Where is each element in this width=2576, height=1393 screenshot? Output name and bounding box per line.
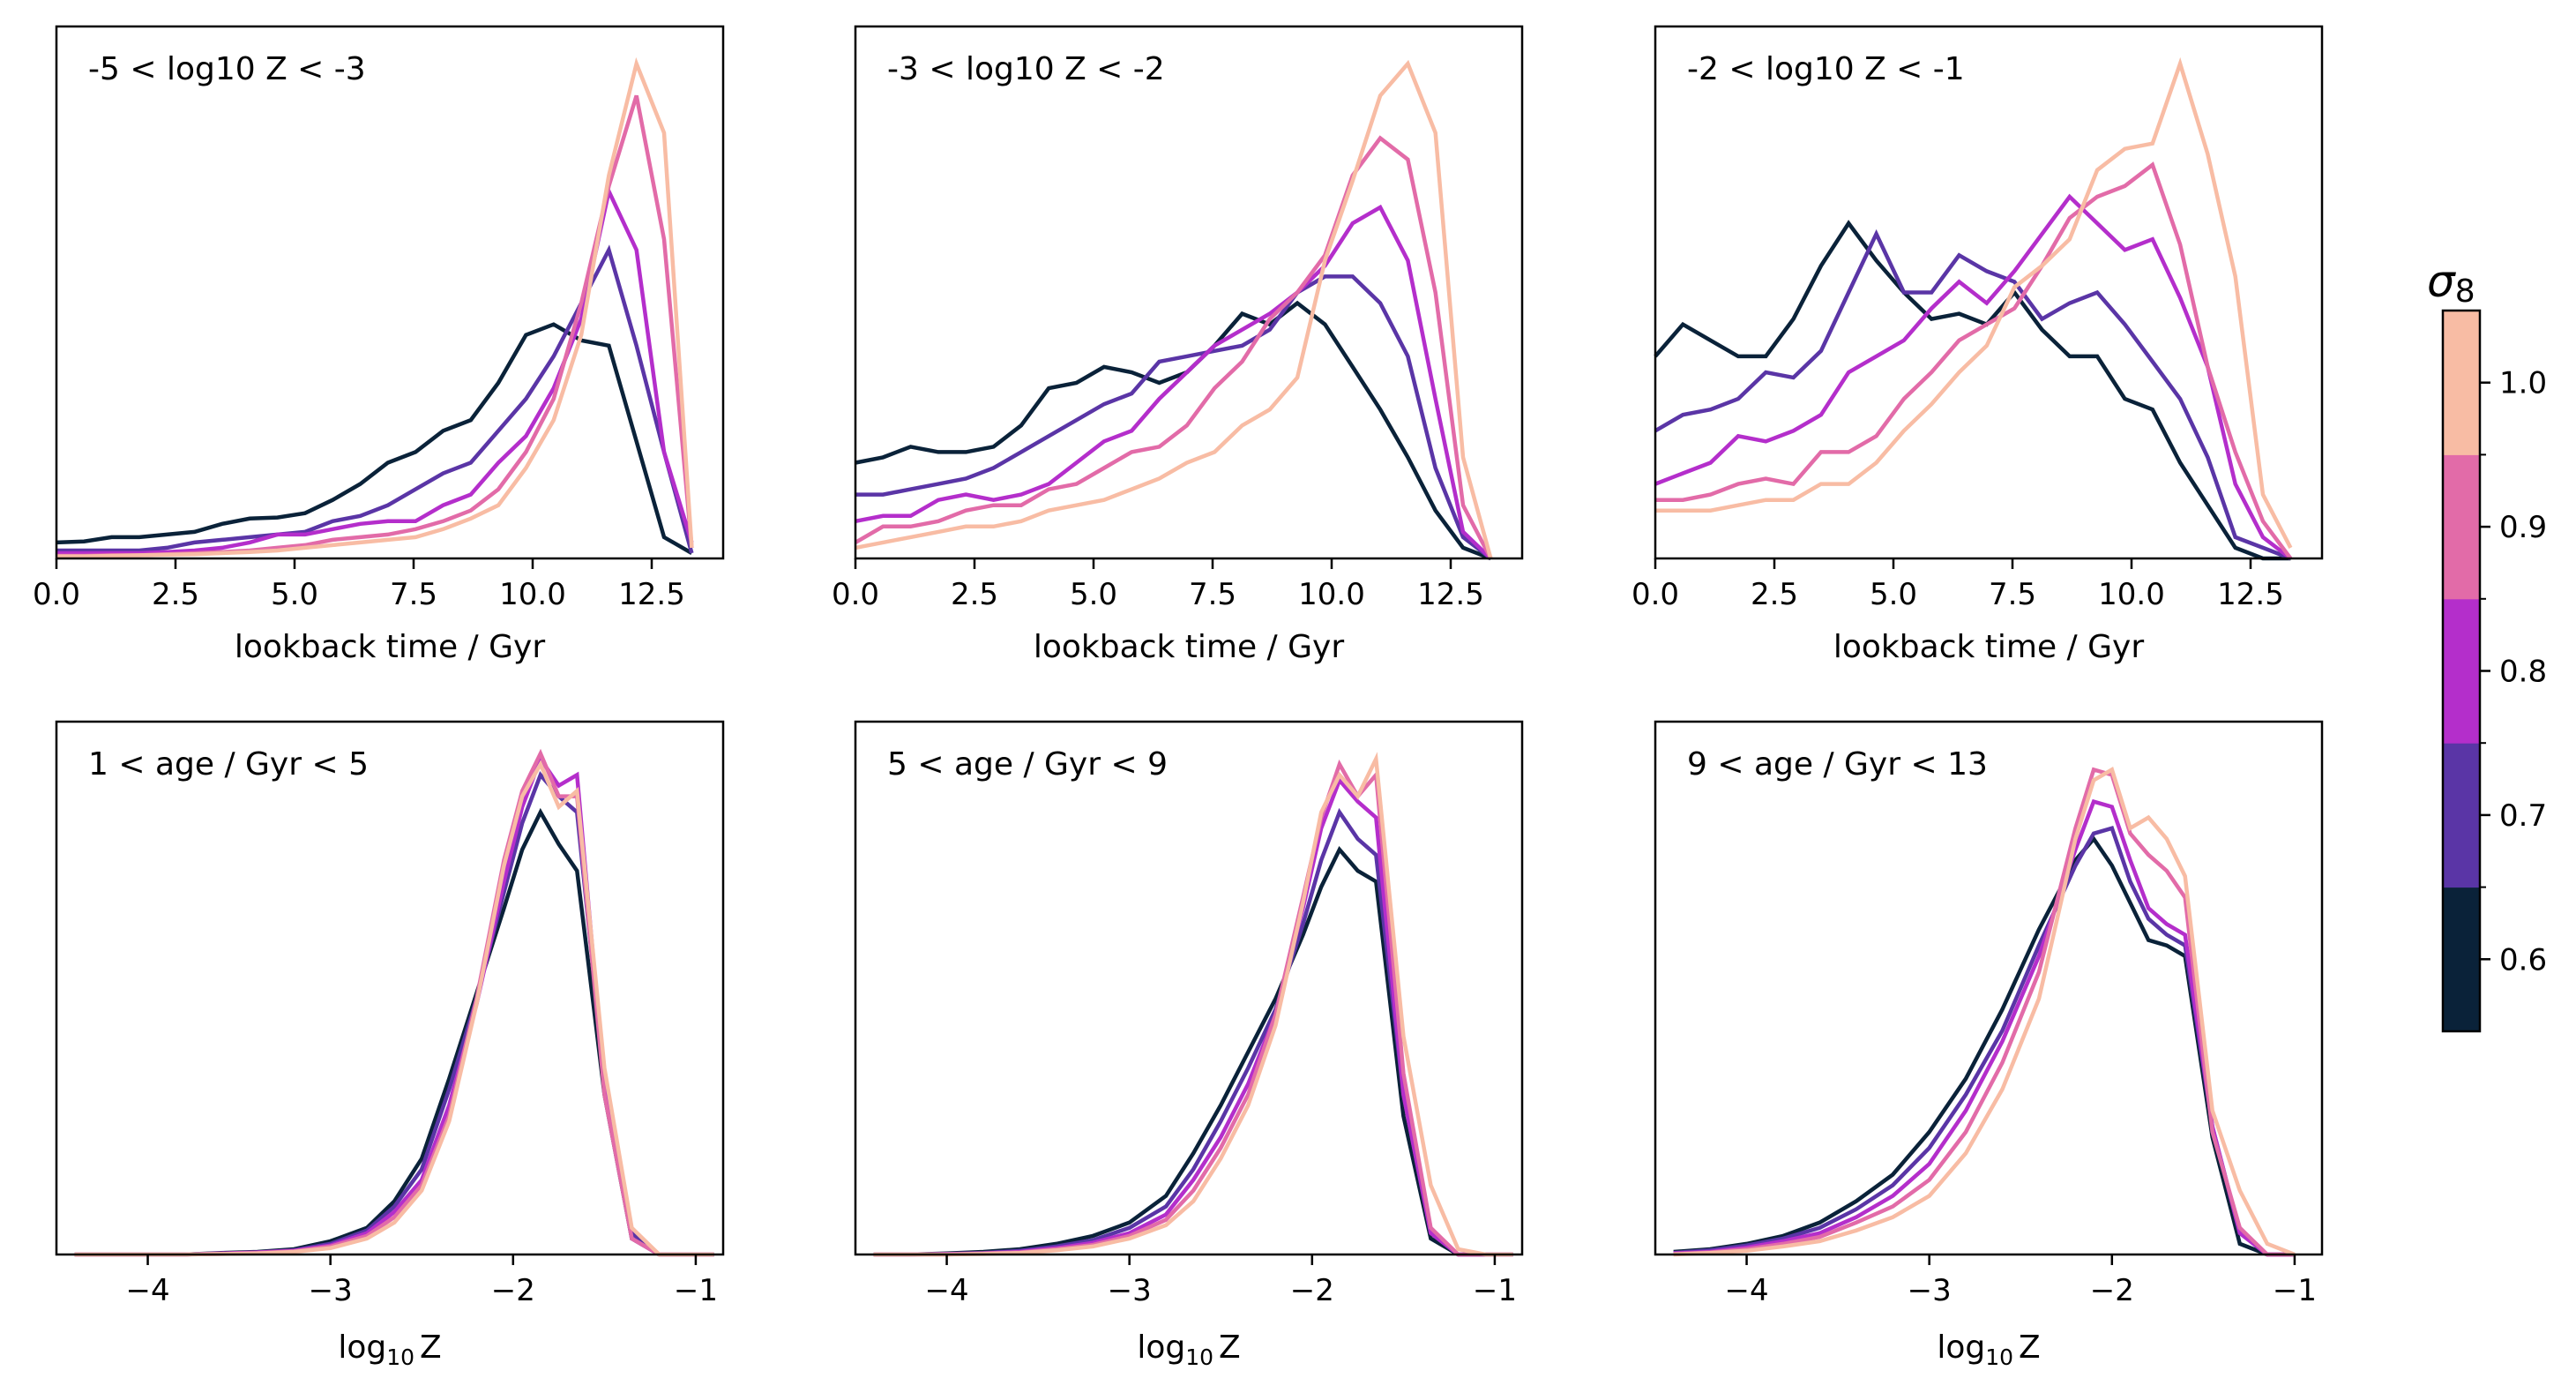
colorbar-tick-label: 0.8 — [2499, 655, 2547, 690]
x-tick-label: 2.5 — [1751, 577, 1798, 612]
x-tick-label: 12.5 — [2217, 577, 2284, 612]
colorbar-segment — [2443, 598, 2480, 744]
panel-bottom-middle: −4 −3 −2 −1 log10 Z 5 < age / Gyr < 9 — [854, 720, 1524, 1370]
x-tick-label: 2.5 — [152, 577, 199, 612]
colorbar-tick-label: 0.6 — [2499, 942, 2547, 977]
colorbar-segment — [2443, 743, 2480, 888]
panel-bottom-right: −4 −3 −2 −1 log10 Z 9 < age / Gyr < 13 — [1654, 720, 2324, 1370]
series-line-sigma8-0.6 — [855, 300, 1492, 561]
x-axis-label: log10 Z — [338, 1329, 441, 1370]
series-line-sigma8-1 — [1655, 56, 2293, 549]
colorbar-label: σ8 — [2427, 256, 2475, 310]
x-axis-label: lookback time / Gyr — [1034, 629, 1344, 665]
series-line-sigma8-1 — [1673, 767, 2296, 1257]
series-line-sigma8-0.9 — [1655, 161, 2293, 560]
panel-bottom-left: −4 −3 −2 −1 log10 Z 1 < age / Gyr < 5 — [55, 720, 725, 1370]
x-tick-label: −1 — [1473, 1273, 1517, 1308]
series-line-sigma8-0.7 — [56, 244, 694, 554]
x-tick-label: −2 — [491, 1273, 535, 1308]
axes-frame — [854, 25, 1524, 560]
x-tick-label: −2 — [2090, 1273, 2134, 1308]
colorbar-segment — [2443, 454, 2480, 600]
x-tick-label: −3 — [1108, 1273, 1152, 1308]
x-tick-label: 10.0 — [2098, 577, 2165, 612]
x-tick-label: 7.5 — [390, 577, 437, 612]
x-tick-label: 5.0 — [1870, 577, 1917, 612]
colorbar-tick-label: 0.7 — [2499, 798, 2547, 834]
x-tick-label: 5.0 — [1070, 577, 1117, 612]
series-line-sigma8-0.6 — [873, 845, 1513, 1257]
x-axis-label: log10 Z — [1937, 1329, 2040, 1370]
axes-frame — [1654, 720, 2324, 1256]
x-tick-label: −1 — [674, 1273, 718, 1308]
panel-annotation: -2 < log10 Z < -1 — [1687, 51, 1965, 87]
series-line-sigma8-0.7 — [1654, 228, 2292, 561]
panel-top-right: 0.0 2.5 5.0 7.5 10.0 12.5 lookback time / Gyr -… — [1631, 25, 2324, 665]
series-line-sigma8-0.9 — [74, 748, 714, 1257]
x-tick-label: −4 — [1724, 1273, 1768, 1308]
panel-annotation: 9 < age / Gyr < 13 — [1687, 746, 1988, 783]
x-tick-label: 2.5 — [951, 577, 998, 612]
series-line-sigma8-0.9 — [56, 94, 694, 558]
series-line-sigma8-1 — [873, 752, 1513, 1257]
series-line-sigma8-0.8 — [1654, 193, 2292, 560]
panel-annotation: -3 < log10 Z < -2 — [887, 51, 1165, 87]
x-tick-label: 0.0 — [1631, 577, 1679, 612]
x-tick-label: −4 — [924, 1273, 968, 1308]
axes-frame — [1654, 25, 2324, 560]
series-line-sigma8-1 — [56, 56, 694, 558]
series-line-sigma8-0.6 — [74, 807, 714, 1257]
colorbar-tick-label: 0.9 — [2499, 510, 2547, 545]
x-tick-label: −3 — [1908, 1273, 1952, 1308]
panel-annotation: -5 < log10 Z < -3 — [88, 51, 366, 87]
x-tick-label: −2 — [1290, 1273, 1334, 1308]
panel-top-middle: 0.0 2.5 5.0 7.5 10.0 12.5 lookback time / Gyr -… — [832, 25, 1524, 665]
x-tick-label: 7.5 — [1189, 577, 1236, 612]
colorbar-segment — [2443, 311, 2480, 455]
axes-frame — [854, 720, 1524, 1256]
series-line-sigma8-0.6 — [1654, 220, 2291, 561]
x-tick-label: −4 — [125, 1273, 169, 1308]
axes-frame — [55, 25, 725, 560]
panel-annotation: 1 < age / Gyr < 5 — [88, 746, 369, 783]
series-line-sigma8-0.8 — [74, 754, 714, 1257]
sigma8-colorbar: 0.6 0.7 0.8 0.9 1.0 σ8 — [2427, 256, 2547, 1033]
series-line-sigma8-0.7 — [855, 274, 1492, 560]
series-line-sigma8-1 — [855, 59, 1493, 559]
x-tick-label: 12.5 — [618, 577, 685, 612]
series-line-sigma8-0.7 — [74, 771, 714, 1257]
colorbar-segment — [2443, 887, 2480, 1032]
series-line-sigma8-0.6 — [56, 322, 693, 555]
x-tick-label: 12.5 — [1417, 577, 1484, 612]
x-axis-label: lookback time / Gyr — [235, 629, 545, 665]
series-line-sigma8-0.9 — [854, 135, 1493, 560]
panel-top-left: 0.0 2.5 5.0 7.5 10.0 12.5 lookback time / Gyr -… — [33, 25, 725, 665]
axes-frame — [55, 720, 725, 1256]
series-line-sigma8-0.8 — [855, 204, 1492, 560]
x-axis-label: log10 Z — [1137, 1329, 1240, 1370]
x-tick-label: 0.0 — [832, 577, 879, 612]
series-line-sigma8-0.9 — [1673, 767, 2295, 1257]
colorbar-tick-label: 1.0 — [2499, 366, 2547, 401]
x-tick-label: 7.5 — [1989, 577, 2036, 612]
x-tick-label: 10.0 — [499, 577, 566, 612]
x-tick-label: 5.0 — [271, 577, 318, 612]
x-tick-label: −1 — [2273, 1273, 2317, 1308]
x-tick-label: 0.0 — [33, 577, 80, 612]
panel-annotation: 5 < age / Gyr < 9 — [887, 746, 1168, 783]
x-tick-label: −3 — [309, 1273, 353, 1308]
series-line-sigma8-1 — [74, 760, 714, 1257]
x-axis-label: lookback time / Gyr — [1833, 629, 2144, 665]
x-tick-label: 10.0 — [1298, 577, 1365, 612]
